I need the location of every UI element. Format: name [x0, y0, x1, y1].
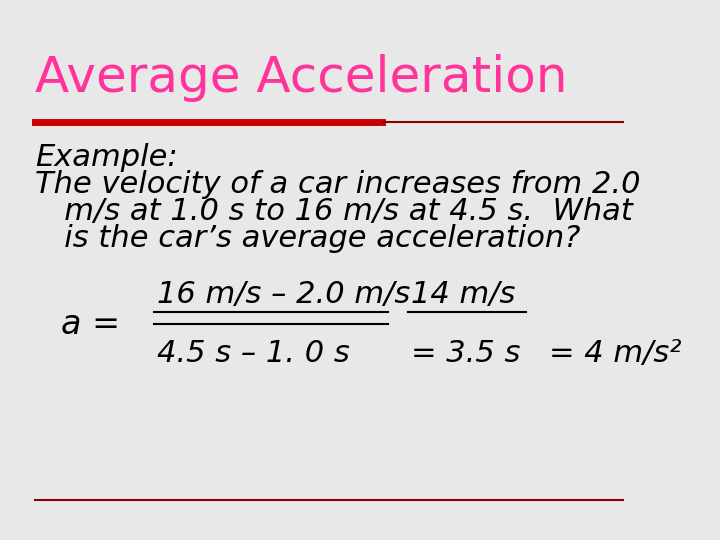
Text: a =: a =: [61, 307, 120, 341]
Text: = 3.5 s: = 3.5 s: [410, 339, 520, 368]
Text: Example:: Example:: [35, 143, 178, 172]
Text: Average Acceleration: Average Acceleration: [35, 54, 568, 102]
Text: The velocity of a car increases from 2.0: The velocity of a car increases from 2.0: [35, 170, 641, 199]
Text: m/s at 1.0 s to 16 m/s at 4.5 s.  What: m/s at 1.0 s to 16 m/s at 4.5 s. What: [35, 197, 633, 226]
Text: 4.5 s – 1. 0 s: 4.5 s – 1. 0 s: [157, 339, 350, 368]
Text: 16 m/s – 2.0 m/s: 16 m/s – 2.0 m/s: [157, 280, 410, 309]
Text: 14 m/s: 14 m/s: [410, 280, 515, 309]
Text: = 4 m/s²: = 4 m/s²: [549, 339, 681, 368]
Text: is the car’s average acceleration?: is the car’s average acceleration?: [35, 224, 581, 253]
